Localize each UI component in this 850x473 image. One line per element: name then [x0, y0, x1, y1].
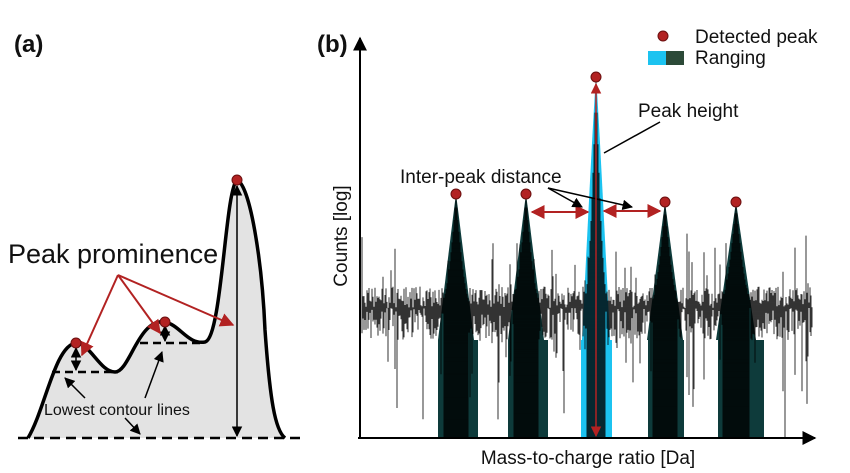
peak-marker: [450, 188, 462, 200]
peak-prominence-label: Peak prominence: [8, 239, 218, 269]
peak-marker: [70, 337, 82, 349]
inter-peak-distance-label: Inter-peak distance: [400, 167, 562, 188]
contour-arrow-2: [144, 351, 164, 399]
peak-markers-b: [450, 71, 742, 208]
peak-marker: [730, 196, 742, 208]
x-axis-label: Mass-to-charge ratio [Da]: [481, 448, 695, 469]
contour-arrow-3: [124, 417, 141, 435]
legend-detected-label: Detected peak: [695, 27, 818, 48]
panel-b-label: (b): [317, 31, 348, 58]
peak-markers-a: [70, 174, 243, 349]
peak-height-pointer: [603, 121, 661, 154]
pointer-line-3: [117, 274, 235, 327]
legend-range-other-swatch: [666, 51, 684, 65]
legend-range-main-swatch: [648, 51, 666, 65]
peak-height-label: Peak height: [638, 101, 739, 122]
legend-ranging-label: Ranging: [695, 48, 766, 69]
inter-peak-pointer-2: [547, 187, 634, 211]
peak-marker: [520, 188, 532, 200]
contour-arrow-1: [64, 377, 86, 399]
peak-marker: [159, 316, 171, 328]
inter-peak-pointer-1: [547, 187, 583, 208]
panel-a-label: (a): [14, 31, 43, 58]
legend: Detected peak Ranging: [648, 27, 818, 69]
lowest-contour-label: Lowest contour lines: [44, 402, 190, 419]
peak-marker: [590, 71, 602, 83]
spectrum-trace: [361, 78, 813, 437]
peak-marker: [659, 196, 671, 208]
profile-fill: [28, 180, 285, 438]
pointer-line-1: [80, 274, 119, 357]
panel-a: (a) Peak prominence Lowest contour lines: [8, 31, 305, 440]
panel-b: (b) Peak height Inter-peak distance Coun…: [317, 27, 818, 469]
legend-peak-marker: [657, 30, 669, 42]
pointer-line-2: [117, 274, 161, 335]
y-axis-label: Counts [log]: [331, 185, 352, 286]
peak-marker: [231, 174, 243, 186]
